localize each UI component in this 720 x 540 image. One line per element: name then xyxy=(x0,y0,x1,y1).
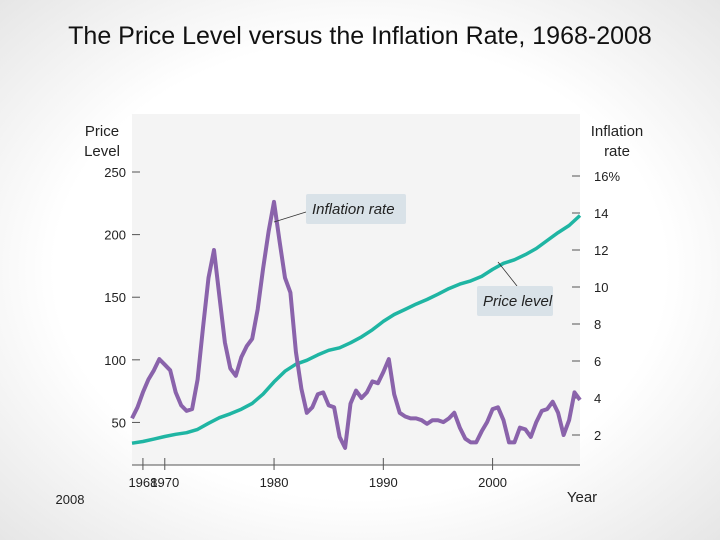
series-line-price-level xyxy=(131,214,582,445)
x-axis-title: Year xyxy=(567,489,597,506)
left-axis-title-line-2: Level xyxy=(84,143,120,160)
x-tick-label-2000: 2000 xyxy=(478,475,507,490)
x-tick-label-1968: 1968 xyxy=(128,475,157,490)
right-tick-label-7: 2 xyxy=(594,428,601,443)
annotation-leader-inflation-rate xyxy=(273,211,307,223)
left-axis: 250 200 150 100 50 xyxy=(104,165,140,430)
right-axis-title-line-2: rate xyxy=(604,143,630,160)
left-tick-label-100: 100 xyxy=(104,353,126,368)
annotation-leader-price-level xyxy=(497,261,518,287)
x-tick-label-1990: 1990 xyxy=(369,475,398,490)
left-tick-label-250: 250 xyxy=(104,165,126,180)
right-tick-label-5: 6 xyxy=(594,354,601,369)
right-tick-label-4: 8 xyxy=(594,317,601,332)
right-axis: 16% 14 12 10 8 6 4 2 xyxy=(572,169,620,443)
right-tick-label-1: 14 xyxy=(594,206,608,221)
series-line-inflation-rate xyxy=(130,199,582,450)
slide-title: The Price Level versus the Inflation Rat… xyxy=(68,22,652,50)
left-tick-label-150: 150 xyxy=(104,290,126,305)
right-tick-label-6: 4 xyxy=(594,391,601,406)
left-tick-label-50: 50 xyxy=(112,415,126,430)
annotation-inflation-rate: Inflation rate xyxy=(312,201,395,218)
left-axis-title-line-1: Price xyxy=(85,123,119,140)
footer-text: 2008 xyxy=(56,492,85,507)
right-tick-label-3: 10 xyxy=(594,280,608,295)
annotation-box-price-level xyxy=(477,286,553,316)
right-axis-title-line-1: Inflation xyxy=(591,123,644,140)
annotation-box-inflation-rate xyxy=(306,194,406,224)
right-tick-label-0: 16% xyxy=(594,169,620,184)
right-tick-label-2: 12 xyxy=(594,243,608,258)
annotation-price-level: Price level xyxy=(483,293,553,310)
x-tick-label-1970: 1970 xyxy=(150,475,179,490)
left-tick-label-200: 200 xyxy=(104,228,126,243)
x-tick-label-1980: 1980 xyxy=(260,475,289,490)
